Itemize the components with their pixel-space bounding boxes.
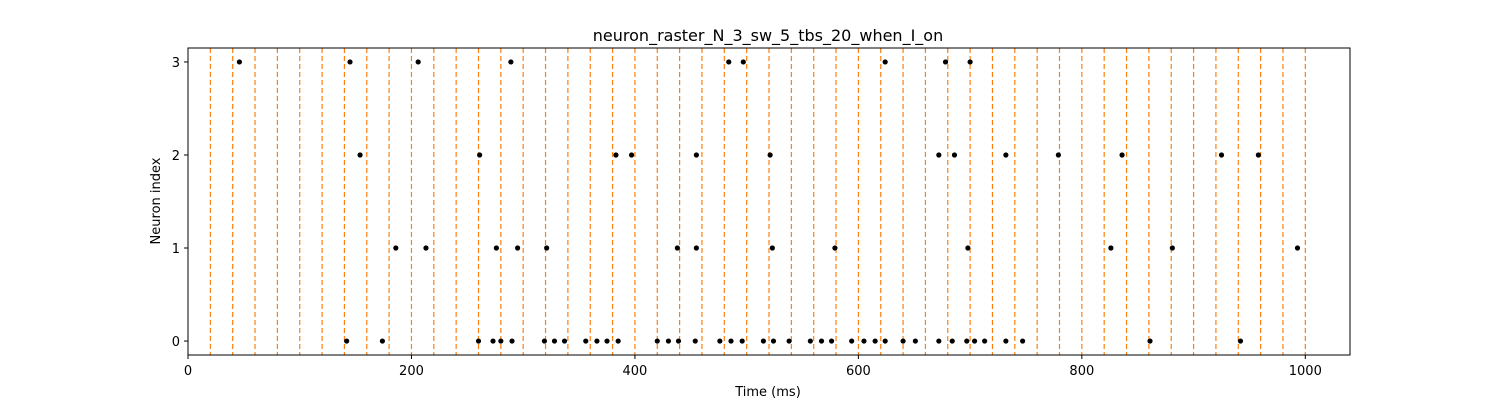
spike-point	[493, 245, 499, 251]
spike-point	[674, 245, 680, 251]
spike-point	[236, 59, 242, 65]
spike-point	[982, 338, 988, 344]
spike-point	[767, 152, 773, 158]
spike-point	[828, 338, 835, 344]
spike-point	[726, 59, 732, 65]
spike-point	[728, 338, 734, 344]
spike-point	[561, 338, 568, 344]
spike-point	[807, 338, 813, 344]
spike-point	[344, 338, 350, 344]
spike-point	[786, 338, 792, 344]
spike-point	[544, 245, 550, 251]
spike-point	[613, 152, 619, 158]
spike-point	[490, 338, 496, 344]
spike-point	[951, 152, 958, 158]
x-tick-label: 800	[1069, 364, 1094, 379]
spike-point	[818, 338, 825, 344]
spike-point	[936, 338, 942, 344]
spike-point	[475, 338, 482, 344]
spike-point	[964, 338, 970, 344]
spike-point	[675, 338, 682, 344]
spike-points	[236, 59, 1301, 344]
spike-point	[1294, 245, 1301, 251]
chart-title: neuron_raster_N_3_sw_5_tbs_20_when_I_on	[593, 26, 943, 46]
spike-point	[615, 338, 621, 344]
spike-point	[508, 59, 514, 65]
spike-point	[1108, 245, 1114, 251]
spike-point	[936, 152, 942, 158]
spike-point	[693, 245, 699, 251]
spike-point	[477, 152, 483, 158]
spike-point	[1255, 152, 1261, 158]
spike-point	[692, 338, 698, 344]
x-tick-label: 200	[399, 364, 424, 379]
y-axis-label: Neuron index	[149, 157, 164, 244]
spike-point	[1119, 152, 1125, 158]
spike-point	[942, 59, 949, 65]
spike-point	[717, 338, 723, 344]
spike-point	[769, 245, 775, 251]
spike-point	[900, 338, 906, 344]
time-bin-boundaries	[209, 48, 1306, 355]
spike-point	[740, 59, 746, 65]
spike-point	[594, 338, 600, 344]
x-tick-label: 0	[184, 364, 192, 379]
spike-point	[967, 59, 973, 65]
x-tick-label: 1000	[1289, 364, 1322, 379]
spike-point	[423, 245, 429, 251]
x-tick-label: 400	[623, 364, 648, 379]
spike-point	[971, 338, 978, 344]
x-axis-ticks: 0 200 400 600 800 1000	[184, 355, 1322, 379]
plot-frame	[187, 47, 1351, 356]
spike-point	[509, 338, 515, 344]
spike-point	[347, 59, 353, 65]
spike-point	[628, 152, 635, 158]
spike-point	[912, 338, 918, 344]
spike-point	[1169, 245, 1175, 251]
spike-point	[849, 338, 855, 344]
x-tick-label: 600	[846, 364, 871, 379]
spike-point	[882, 59, 888, 65]
y-tick-label: 2	[172, 149, 180, 164]
spike-point	[1147, 338, 1153, 344]
spike-point	[654, 338, 660, 344]
spike-point	[965, 245, 971, 251]
spike-point	[379, 338, 386, 344]
spike-point	[393, 245, 399, 251]
y-tick-label: 3	[172, 56, 180, 71]
spike-point	[498, 338, 504, 344]
spike-point	[515, 245, 521, 251]
spike-point	[861, 338, 867, 344]
spike-point	[665, 338, 672, 344]
x-axis-label: Time (ms)	[734, 385, 801, 400]
spike-point	[882, 338, 888, 344]
spike-point	[604, 338, 610, 344]
spike-point	[739, 338, 745, 344]
spike-point	[415, 59, 421, 65]
spike-point	[949, 338, 955, 344]
spike-point	[1237, 338, 1244, 344]
spike-point	[1003, 338, 1009, 344]
y-axis-ticks: 0 1 2 3	[172, 56, 188, 350]
spike-point	[832, 245, 838, 251]
spike-point	[541, 338, 548, 344]
spike-point	[551, 338, 558, 344]
spike-point	[1003, 152, 1009, 158]
spike-point	[357, 152, 363, 158]
spike-point	[760, 338, 767, 344]
spike-point	[1055, 152, 1061, 158]
spike-point	[693, 152, 699, 158]
spike-point	[872, 338, 878, 344]
spike-point	[1218, 152, 1225, 158]
y-tick-label: 1	[172, 242, 180, 257]
spike-point	[770, 338, 777, 344]
y-tick-label: 0	[172, 335, 180, 350]
spike-point	[583, 338, 589, 344]
spike-point	[1020, 338, 1026, 344]
